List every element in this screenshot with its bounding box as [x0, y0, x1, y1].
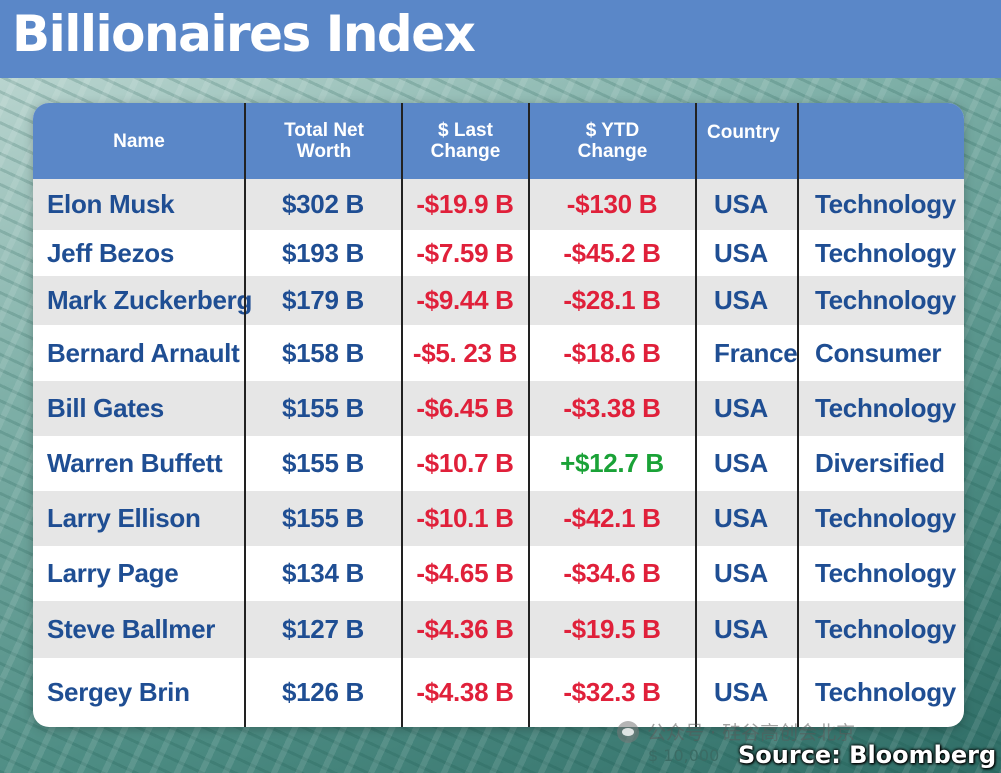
- name-cell: Elon Musk: [47, 189, 175, 219]
- name-cell: Bill Gates: [47, 393, 164, 423]
- watermark: 公众号 · 硅谷高创会北京: [617, 718, 855, 745]
- last-change-cell: -$7.59 B: [416, 237, 514, 268]
- country-cell: USA: [714, 614, 768, 644]
- table-row: Bill Gates $155 B -$6.45 B -$3.38 B USA Techn…: [33, 381, 964, 436]
- last-change-cell: -$4.38 B: [416, 677, 514, 707]
- country-cell: USA: [714, 677, 768, 707]
- ytd-change-cell: -$19.5 B: [563, 614, 661, 644]
- country-cell: France: [714, 337, 798, 368]
- column-header-industry: [799, 103, 964, 179]
- name-cell: Larry Ellison: [47, 503, 201, 533]
- net-worth-cell: $155 B: [281, 503, 365, 533]
- net-worth-cell: $126 B: [281, 677, 365, 707]
- table-row: Sergey Brin $126 B -$4.38 B -$32.3 B USA Tech…: [33, 658, 964, 727]
- industry-cell: Technology: [815, 393, 956, 423]
- industry-cell: Technology: [815, 614, 956, 644]
- industry-cell: Diversified: [815, 448, 945, 478]
- ytd-change-cell: -$32.3 B: [563, 677, 661, 707]
- column-header-country: Country: [707, 122, 780, 143]
- bill-denomination: $ 10,000: [648, 746, 720, 765]
- column-header-last-change: $ Last Change: [430, 120, 501, 162]
- title-band: Billionaires Index: [0, 0, 1001, 78]
- watermark-text: 公众号 · 硅谷高创会北京: [647, 722, 856, 744]
- last-change-cell: -$5. 23 B: [412, 337, 518, 368]
- net-worth-cell: $302 B: [281, 189, 365, 219]
- industry-cell: Technology: [815, 285, 956, 315]
- net-worth-cell: $179 B: [281, 285, 365, 315]
- net-worth-cell: $155 B: [281, 448, 365, 478]
- table-header: Name Total Net Worth $ Last Change $ YTD…: [33, 103, 964, 179]
- name-cell: Bernard Arnault: [47, 337, 240, 368]
- industry-cell: Consumer: [815, 337, 942, 368]
- name-cell: Sergey Brin: [47, 677, 190, 707]
- country-cell: USA: [714, 393, 768, 423]
- net-worth-cell: $155 B: [281, 393, 365, 423]
- ytd-change-cell: +$12.7 B: [560, 448, 664, 478]
- country-cell: USA: [714, 285, 768, 315]
- industry-cell: Technology: [815, 503, 956, 533]
- net-worth-cell: $158 B: [281, 337, 365, 368]
- ytd-change-cell: -$130 B: [566, 189, 658, 219]
- last-change-cell: -$19.9 B: [416, 189, 514, 219]
- page-title: Billionaires Index: [12, 5, 476, 63]
- country-cell: USA: [714, 237, 768, 268]
- name-cell: Warren Buffett: [47, 448, 223, 478]
- country-cell: USA: [714, 558, 768, 588]
- last-change-cell: -$9.44 B: [416, 285, 514, 315]
- net-worth-cell: $134 B: [281, 558, 365, 588]
- last-change-cell: -$4.36 B: [416, 614, 514, 644]
- country-cell: USA: [714, 503, 768, 533]
- ytd-change-cell: -$34.6 B: [563, 558, 661, 588]
- table-row: Mark Zuckerberg $179 B -$9.44 B -$28.1 B USA…: [33, 276, 964, 325]
- billionaires-table: Name Total Net Worth $ Last Change $ YTD…: [33, 103, 964, 727]
- table-row: Larry Ellison $155 B -$10.1 B -$42.1 B USA Te…: [33, 491, 964, 546]
- name-cell: Steve Ballmer: [47, 614, 216, 644]
- source-credit: Source: Bloomberg: [738, 741, 997, 769]
- ytd-change-cell: -$18.6 B: [563, 337, 661, 368]
- ytd-change-cell: -$45.2 B: [563, 237, 661, 268]
- table-row: Larry Page $134 B -$4.65 B -$34.6 B USA Techn…: [33, 546, 964, 601]
- country-cell: USA: [714, 448, 768, 478]
- country-cell: USA: [714, 189, 768, 219]
- name-cell: Larry Page: [47, 558, 179, 588]
- industry-cell: Technology: [815, 237, 956, 268]
- last-change-cell: -$10.1 B: [416, 503, 514, 533]
- ytd-change-cell: -$28.1 B: [563, 285, 661, 315]
- column-divider: [401, 103, 403, 727]
- column-header-name: Name: [113, 130, 165, 152]
- net-worth-cell: $193 B: [281, 237, 365, 268]
- net-worth-cell: $127 B: [281, 614, 365, 644]
- column-divider: [695, 103, 697, 727]
- last-change-cell: -$4.65 B: [416, 558, 514, 588]
- table-row: Jeff Bezos $193 B -$7.59 B -$45.2 B USA Techn…: [33, 230, 964, 276]
- industry-cell: Technology: [815, 189, 956, 219]
- ytd-change-cell: -$42.1 B: [563, 503, 661, 533]
- name-cell: Jeff Bezos: [47, 237, 175, 268]
- wechat-icon: [617, 720, 639, 743]
- column-header-net-worth: Total Net Worth: [284, 120, 364, 162]
- table-row: Elon Musk $302 B -$19.9 B -$130 B USA Technol…: [33, 179, 964, 230]
- column-divider: [244, 103, 246, 727]
- column-divider: [797, 103, 799, 727]
- table-row: Warren Buffett $155 B -$10.7 B +$12.7 B USA D…: [33, 436, 964, 491]
- industry-cell: Technology: [815, 677, 956, 707]
- last-change-cell: -$6.45 B: [416, 393, 514, 423]
- industry-cell: Technology: [815, 558, 956, 588]
- ytd-change-cell: -$3.38 B: [563, 393, 661, 423]
- column-divider: [528, 103, 530, 727]
- table-row: Steve Ballmer $127 B -$4.36 B -$19.5 B USA Te…: [33, 601, 964, 658]
- last-change-cell: -$10.7 B: [416, 448, 514, 478]
- name-cell: Mark Zuckerberg: [47, 285, 253, 315]
- column-header-ytd-change: $ YTD Change: [577, 120, 648, 162]
- table-row: Bernard Arnault $158 B -$5. 23 B -$18.6 B Fr…: [33, 325, 964, 381]
